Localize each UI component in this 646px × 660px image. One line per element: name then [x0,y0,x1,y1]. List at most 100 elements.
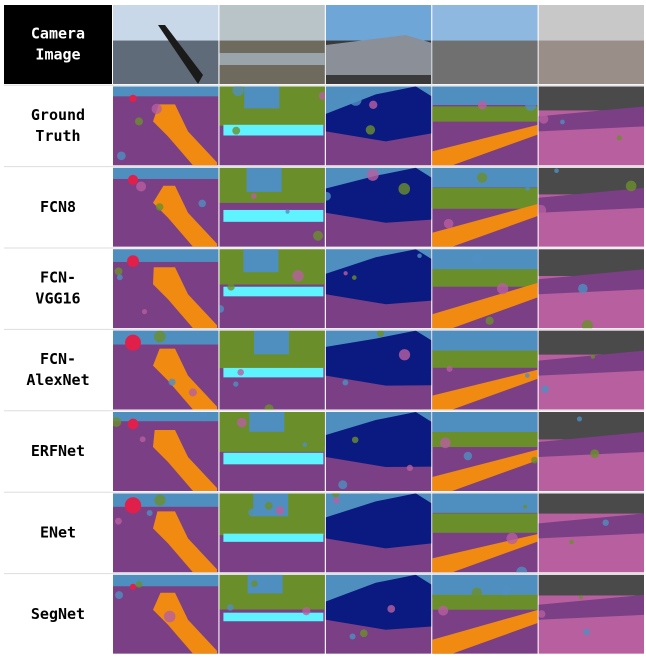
blob [292,270,304,282]
row-label: Camera [31,25,85,43]
blob [471,253,483,265]
segmentation-image [219,330,325,410]
segmentation-image [325,330,432,410]
region [432,124,538,166]
blob [352,275,357,280]
blob [302,607,311,616]
blob [531,456,538,464]
car [325,35,432,75]
blob [117,151,126,161]
blob [446,365,453,372]
blob [359,629,368,638]
image-content [538,5,644,84]
image-content [538,330,644,410]
blob [636,537,643,544]
blob [151,103,162,114]
blob [476,172,488,183]
row-label: ENet [40,523,76,541]
image-content [432,5,538,84]
segmentation-image [219,249,325,329]
region [223,286,324,297]
segmentation-image [432,574,538,654]
image-content [325,330,432,410]
image-content [538,249,644,329]
blob [227,283,235,291]
blob [155,203,164,211]
image-content [113,167,219,247]
image-content [219,249,325,329]
blob [376,330,385,337]
segmentation-image [219,167,325,247]
blob [524,373,530,378]
region [432,449,538,491]
region [432,609,538,654]
blob [285,209,290,214]
row-label: ERFNet [31,442,85,460]
segmentation-image [538,167,644,247]
blob [116,274,123,281]
row-label: Ground [31,106,85,124]
blob [538,114,549,124]
blob [168,378,176,386]
camera-image [432,5,538,84]
segmentation-image [432,167,538,247]
blob [349,93,362,106]
region [432,594,538,610]
blob [198,199,206,208]
region [538,187,644,213]
segmentation-image [113,574,219,654]
blob [398,183,411,195]
photo-ground [432,40,538,84]
image-content [113,5,219,84]
region [129,94,137,103]
region [538,86,644,111]
region [127,255,139,268]
blob [163,610,176,623]
region [432,330,538,352]
region [325,167,432,223]
region [153,104,217,166]
segmentation-image [113,249,219,329]
region [325,574,432,630]
segmentation-image [432,86,538,166]
region [432,412,538,433]
segmentation-image [538,330,644,410]
blob [440,437,451,449]
image-content [432,412,538,491]
image-content [325,412,432,491]
region [223,612,324,622]
segmentation-image [432,249,538,329]
region [223,452,324,465]
region [325,412,432,467]
blob [313,230,324,241]
blob [264,404,274,410]
region [113,249,219,262]
image-content [219,5,325,84]
region [538,350,644,376]
region [153,430,217,491]
region [246,167,282,192]
blob [139,436,146,443]
row-label: FCN8 [40,198,76,216]
region [125,334,141,351]
blob [232,126,241,135]
blob [538,204,547,216]
segmentation-image [325,249,432,329]
label-cell [4,412,112,491]
image-content [538,167,644,247]
region [243,249,279,273]
blob [541,385,549,394]
camera-image [538,5,644,84]
region [432,204,538,247]
segmentation-image [219,412,325,491]
region [153,348,217,410]
blob [318,92,325,100]
region [432,350,538,368]
segmentation-image [113,412,219,491]
region [253,330,289,355]
blob [135,581,143,588]
region [325,86,432,142]
region [432,493,538,513]
region [538,493,644,514]
